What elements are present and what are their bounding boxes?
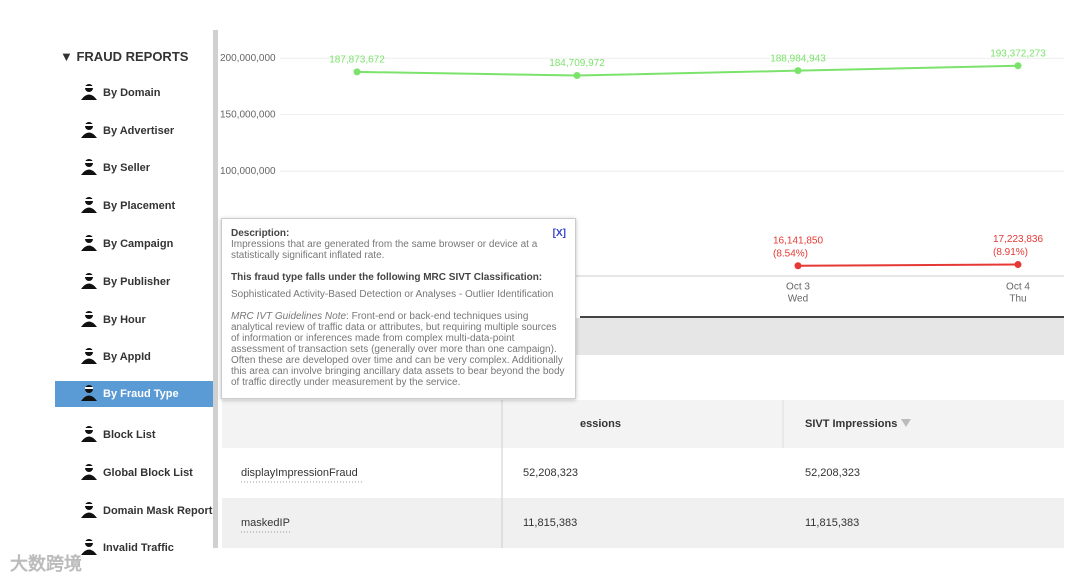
- data-label: 193,372,273: [990, 48, 1046, 59]
- data-label: (8.54%): [773, 248, 808, 259]
- chart: 100,000,000 150,000,000 200,000,000 Oct 3We…: [220, 48, 1064, 305]
- icon: [81, 348, 97, 364]
- table-header: [222, 400, 1064, 448]
- x-tick-label: Thu: [1009, 294, 1026, 305]
- data-label: 187,873,672: [329, 55, 385, 66]
- cell: 52,208,323: [805, 467, 860, 479]
- nav-label[interactable]: Block List: [103, 429, 156, 441]
- nav-label[interactable]: By Fraud Type: [103, 388, 179, 400]
- icon: [81, 385, 97, 401]
- nav-label[interactable]: Domain Mask Report: [103, 505, 213, 517]
- nav-label[interactable]: Invalid Traffic: [103, 542, 174, 554]
- icon: [81, 273, 97, 289]
- data-label: 17,223,836: [993, 234, 1043, 245]
- icon: [81, 159, 97, 175]
- data-point[interactable]: [1014, 261, 1022, 269]
- icon: [81, 539, 97, 555]
- nav-item[interactable]: Global Block List: [55, 460, 213, 486]
- icon: [81, 122, 97, 138]
- cell: 11,815,383: [523, 517, 577, 529]
- series-line: [797, 263, 1019, 267]
- nav-item[interactable]: By Hour: [55, 307, 213, 333]
- icon: [81, 464, 97, 480]
- icon: [81, 235, 97, 251]
- nav-item[interactable]: By Placement: [55, 193, 213, 219]
- nav-item[interactable]: Domain Mask Report: [55, 498, 213, 524]
- y-tick-label: 150,000,000: [220, 109, 276, 120]
- classification-title: This fraud type falls under the followin…: [231, 272, 543, 283]
- sidebar: ▼ FRAUD REPORTS By Domain By Advertiser By…: [0, 0, 213, 555]
- nav-label[interactable]: By Advertiser: [103, 125, 175, 137]
- nav-label[interactable]: By Publisher: [103, 276, 171, 288]
- nav-label[interactable]: By Seller: [103, 162, 151, 174]
- nav-label[interactable]: Global Block List: [103, 467, 193, 479]
- column-header[interactable]: essions: [580, 418, 621, 430]
- nav-label[interactable]: By Placement: [103, 200, 176, 212]
- nav-label[interactable]: By Hour: [103, 314, 146, 326]
- nav-item[interactable]: By Domain: [55, 80, 213, 106]
- cell: 11,815,383: [805, 517, 859, 529]
- data-label: 184,709,972: [549, 58, 605, 69]
- data-point[interactable]: [794, 262, 802, 270]
- data-label: (8.91%): [993, 247, 1028, 258]
- nav-label[interactable]: By Domain: [103, 87, 161, 99]
- y-tick-label: 200,000,000: [220, 53, 276, 64]
- note: : Front-end or back-end techniques using…: [231, 311, 565, 388]
- row-label[interactable]: displayImpressionFraud: [241, 467, 358, 479]
- nav-label[interactable]: By Campaign: [103, 238, 174, 250]
- series-line: [356, 64, 1019, 77]
- section-header[interactable]: ▼ FRAUD REPORTS: [60, 49, 189, 64]
- data-label: 188,984,943: [770, 53, 826, 64]
- sort-icon[interactable]: [901, 419, 911, 427]
- icon: [81, 426, 97, 442]
- y-tick-label: 100,000,000: [220, 166, 276, 177]
- classification: Sophisticated Activity-Based Detection o…: [231, 289, 554, 300]
- icon: [81, 197, 97, 213]
- x-tick-label: Oct 3: [786, 282, 810, 293]
- column-header[interactable]: SIVT Impressions: [805, 418, 897, 430]
- nav-item[interactable]: By Publisher: [55, 269, 213, 295]
- row-label[interactable]: maskedIP: [241, 517, 290, 529]
- description: Impressions that are generated from the …: [231, 239, 538, 261]
- icon: [81, 311, 97, 327]
- nav-item[interactable]: By AppId: [55, 344, 213, 370]
- x-tick-label: Wed: [788, 294, 808, 305]
- table-body: displayImpressionFraud 52,208,323 52,208,3…: [241, 467, 860, 533]
- table-row: [222, 498, 1064, 548]
- watermark: 大数跨境: [10, 554, 82, 574]
- x-tick-label: Oct 4: [1006, 282, 1030, 293]
- data-point[interactable]: [794, 67, 802, 75]
- data-point[interactable]: [353, 68, 361, 76]
- data-point[interactable]: [1014, 62, 1022, 70]
- nav-item[interactable]: By Campaign: [55, 231, 213, 257]
- nav-item[interactable]: Block List: [55, 422, 213, 448]
- tooltip-title: Description:: [231, 228, 290, 239]
- icon: [81, 502, 97, 518]
- nav-item[interactable]: By Seller: [55, 155, 213, 181]
- nav-item[interactable]: By Fraud Type: [55, 381, 213, 407]
- close-button[interactable]: [X]: [552, 228, 566, 239]
- data-point[interactable]: [573, 71, 581, 79]
- tooltip: Description: [X] Impressions that are ge…: [221, 218, 576, 399]
- divider: [213, 30, 218, 548]
- note-label: MRC IVT Guidelines Note: [231, 311, 347, 322]
- nav-item[interactable]: By Advertiser: [55, 118, 213, 144]
- cell: 52,208,323: [523, 467, 578, 479]
- table-row: [222, 448, 1064, 498]
- icon: [81, 84, 97, 100]
- nav-label[interactable]: By AppId: [103, 351, 151, 363]
- data-label: 16,141,850: [773, 235, 823, 246]
- nav-item[interactable]: Invalid Traffic: [55, 535, 213, 561]
